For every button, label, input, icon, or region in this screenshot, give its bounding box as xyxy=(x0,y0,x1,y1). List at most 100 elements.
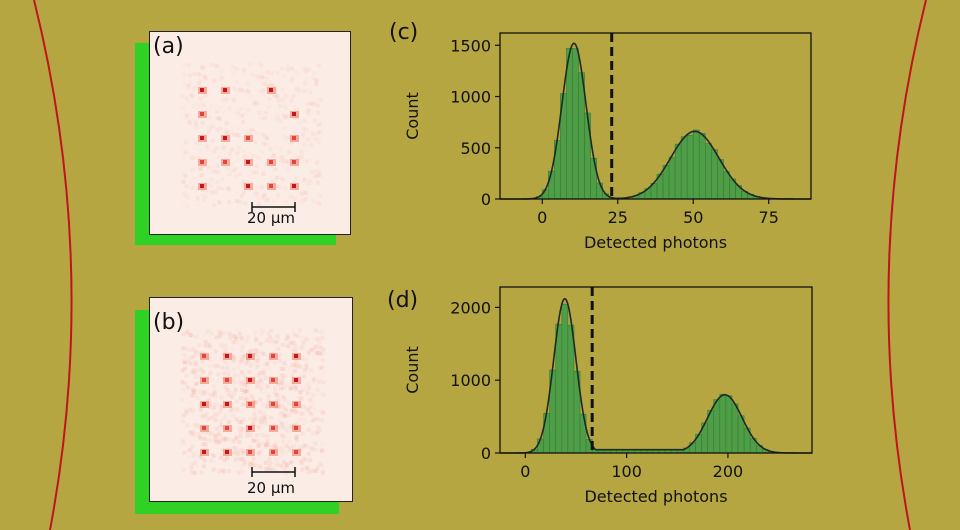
speckle xyxy=(266,434,271,438)
speckle xyxy=(210,138,215,143)
speckle xyxy=(286,429,291,434)
speckle xyxy=(198,407,203,412)
atom-spot xyxy=(292,184,296,188)
speckle xyxy=(243,128,247,132)
speckle xyxy=(230,168,235,173)
speckle xyxy=(282,397,287,402)
speckle xyxy=(184,114,189,119)
speckle xyxy=(211,453,216,458)
speckle xyxy=(181,179,186,184)
speckle xyxy=(216,440,221,445)
speckle xyxy=(185,104,189,108)
speckle xyxy=(253,330,257,334)
speckle xyxy=(310,418,315,423)
speckle xyxy=(214,77,218,81)
speckle xyxy=(280,66,285,71)
speckle xyxy=(239,87,244,92)
speckle xyxy=(289,459,294,464)
speckle xyxy=(188,430,193,435)
speckle xyxy=(285,343,290,348)
speckle xyxy=(204,413,209,417)
y-tick-label: 0 xyxy=(481,190,491,209)
speckle xyxy=(206,329,211,333)
speckle xyxy=(183,360,188,365)
speckle xyxy=(265,404,269,409)
speckle xyxy=(298,89,302,93)
speckle xyxy=(182,63,186,67)
speckle xyxy=(191,155,196,160)
speckle xyxy=(234,67,239,72)
speckle xyxy=(238,382,242,386)
speckle xyxy=(251,422,256,427)
speckle xyxy=(263,376,268,381)
speckle xyxy=(203,339,208,344)
speckle xyxy=(320,335,325,340)
speckle xyxy=(189,467,194,471)
speckle xyxy=(231,355,236,360)
speckle xyxy=(279,379,284,384)
speckle xyxy=(273,167,278,172)
atom-spot xyxy=(292,136,296,140)
speckle xyxy=(273,386,278,391)
speckle xyxy=(213,438,218,442)
speckle xyxy=(259,419,264,424)
speckle xyxy=(309,101,314,106)
speckle xyxy=(215,128,220,133)
speckle xyxy=(221,110,225,114)
speckle xyxy=(191,430,196,435)
histogram-bar xyxy=(711,149,718,200)
speckle xyxy=(204,77,208,81)
speckle xyxy=(241,402,246,407)
speckle xyxy=(201,436,206,441)
speckle xyxy=(283,414,288,419)
speckle xyxy=(317,345,321,349)
speckle xyxy=(309,170,314,175)
speckle xyxy=(183,174,188,179)
speckle xyxy=(279,148,283,152)
speckle xyxy=(221,177,225,181)
speckle xyxy=(268,81,273,86)
speckle xyxy=(284,136,289,141)
speckle xyxy=(266,70,270,75)
speckle xyxy=(264,198,269,202)
speckle xyxy=(181,83,185,87)
speckle xyxy=(294,363,299,368)
speckle xyxy=(281,113,286,118)
speckle xyxy=(245,389,250,394)
speckle xyxy=(190,387,195,392)
speckle xyxy=(273,360,277,365)
speckle xyxy=(264,110,269,115)
histogram-bar xyxy=(566,47,573,200)
speckle xyxy=(221,84,225,88)
speckle xyxy=(259,63,264,68)
speckle xyxy=(282,406,287,411)
speckle xyxy=(269,415,273,420)
speckle xyxy=(263,414,268,419)
speckle xyxy=(314,78,319,83)
speckle xyxy=(259,419,263,423)
speckle xyxy=(318,462,323,467)
speckle xyxy=(231,340,236,345)
speckle xyxy=(197,141,202,146)
speckle xyxy=(254,336,259,341)
speckle xyxy=(292,197,297,202)
speckle xyxy=(277,346,281,350)
speckle xyxy=(213,418,218,423)
speckle xyxy=(281,440,286,445)
speckle xyxy=(305,391,310,396)
speckle xyxy=(180,380,184,385)
speckle xyxy=(230,333,235,338)
speckle xyxy=(224,121,229,126)
speckle xyxy=(235,450,240,455)
speckle xyxy=(207,115,211,119)
speckle xyxy=(274,445,279,450)
speckle xyxy=(225,185,230,190)
speckle xyxy=(200,102,204,106)
speckle xyxy=(279,463,284,468)
speckle xyxy=(306,382,311,387)
speckle xyxy=(298,346,303,351)
speckle xyxy=(197,432,202,436)
speckle xyxy=(240,370,245,375)
speckle xyxy=(224,344,229,349)
speckle xyxy=(301,126,306,131)
